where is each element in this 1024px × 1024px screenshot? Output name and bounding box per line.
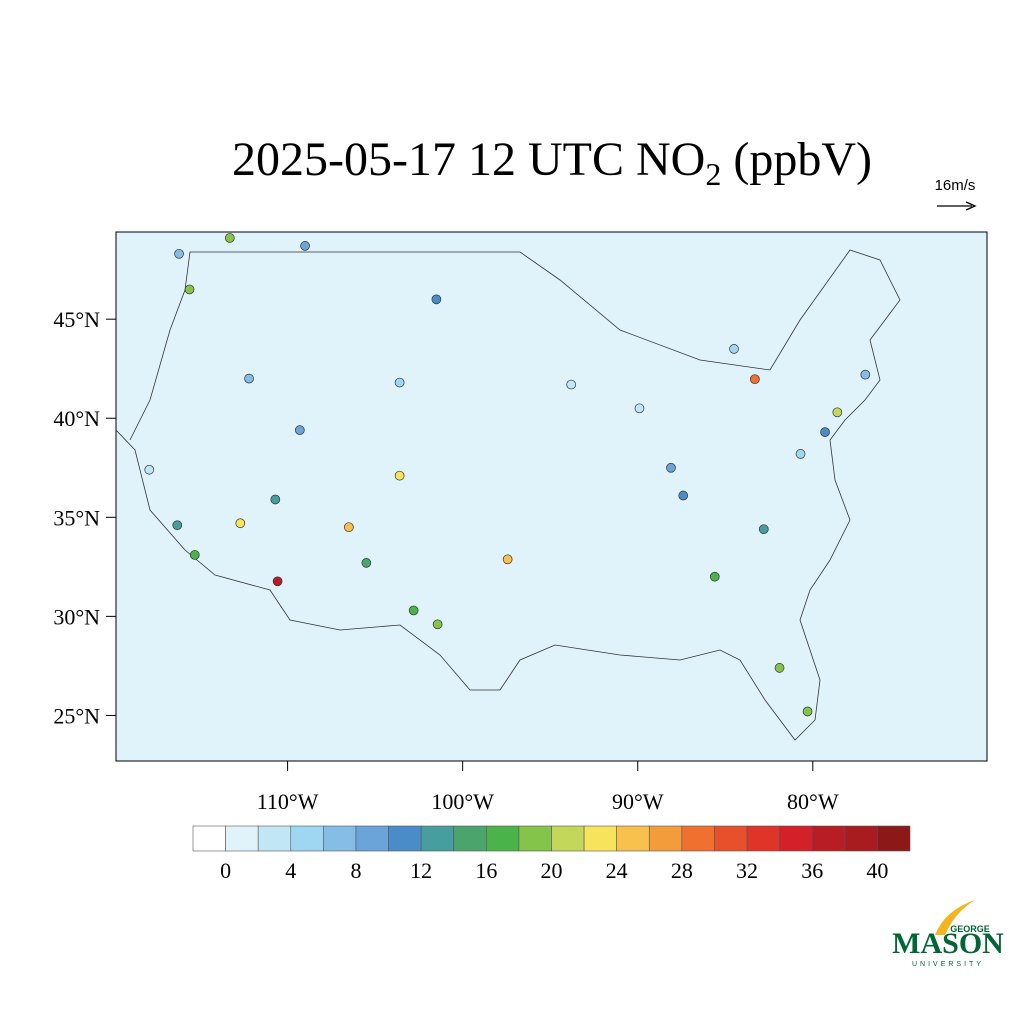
colorbar-box xyxy=(714,825,748,852)
station xyxy=(795,449,806,459)
station xyxy=(272,576,283,587)
colorbar-box xyxy=(844,825,878,852)
colorbar-label: 40 xyxy=(866,858,888,883)
colorbar-box xyxy=(257,825,292,852)
station xyxy=(235,518,246,529)
title-subscript: 2 xyxy=(705,156,721,192)
station xyxy=(394,377,405,388)
logo-top: GEORGE xyxy=(950,924,990,934)
colorbar-box xyxy=(388,825,422,852)
station xyxy=(860,369,871,380)
colorbar-label: 8 xyxy=(350,858,361,883)
y-tick-label: 30°N xyxy=(53,604,100,629)
colorbar-label: 12 xyxy=(410,858,432,883)
x-tick-label: 100°W xyxy=(431,789,494,814)
x-tick-label: 90°W xyxy=(612,789,664,814)
station xyxy=(832,407,843,418)
station xyxy=(432,619,443,630)
station xyxy=(184,284,195,295)
reference-vector-label: 16m/s xyxy=(935,177,976,194)
station xyxy=(750,374,760,385)
station xyxy=(774,663,785,673)
colorbar-box xyxy=(648,825,683,852)
station xyxy=(729,344,739,354)
reference-vector xyxy=(937,201,977,211)
colorbar-box xyxy=(453,825,487,852)
station xyxy=(344,522,354,533)
colorbar-label: 20 xyxy=(541,858,563,883)
station xyxy=(634,403,645,414)
map-frame xyxy=(115,231,988,762)
station xyxy=(408,605,419,616)
station xyxy=(144,464,155,475)
station xyxy=(300,241,310,251)
colorbar-box xyxy=(225,825,259,852)
colorbar-box xyxy=(681,825,715,852)
colorbar-box xyxy=(811,825,846,852)
y-tick-label: 25°N xyxy=(53,703,100,728)
x-tick-label: 80°W xyxy=(787,789,839,814)
colorbar-box xyxy=(518,825,552,852)
title-text: 2025-05-17 12 UTC NO xyxy=(232,133,705,186)
colorbar-box xyxy=(877,825,911,852)
station xyxy=(758,524,769,535)
logo-bottom: UNIVERSITY xyxy=(912,961,984,968)
title-text: (ppbV) xyxy=(721,133,872,186)
station xyxy=(189,550,200,560)
station xyxy=(270,494,281,505)
station xyxy=(174,248,184,259)
colorbar-box xyxy=(746,825,780,852)
y-tick-label: 35°N xyxy=(53,505,100,530)
colorbar-label: 32 xyxy=(736,858,758,883)
colorbar-box xyxy=(551,825,585,852)
station xyxy=(802,706,813,717)
station xyxy=(394,470,405,481)
colorbar-box xyxy=(486,825,520,852)
colorbar-box xyxy=(420,825,455,852)
colorbar-label: 36 xyxy=(801,858,823,883)
station xyxy=(361,558,372,568)
colorbar-box xyxy=(355,825,389,852)
colorbar-box xyxy=(290,825,324,852)
y-tick-label: 40°N xyxy=(53,406,100,431)
x-tick-label: 110°W xyxy=(257,789,319,814)
station xyxy=(431,294,442,305)
colorbar-label: 0 xyxy=(220,858,231,883)
title: 2025-05-17 12 UTC NO2 (ppbV) xyxy=(232,133,872,192)
colorbar-box xyxy=(323,825,357,852)
colorbar-box xyxy=(192,825,226,852)
station xyxy=(502,554,513,565)
colorbar-box xyxy=(779,825,813,852)
station xyxy=(566,379,577,390)
station xyxy=(172,520,183,531)
logo-main: MASON xyxy=(892,927,1004,960)
station xyxy=(244,373,254,384)
colorbar-label: 4 xyxy=(285,858,296,883)
station xyxy=(666,462,676,473)
colorbar-label: 24 xyxy=(606,858,628,883)
logo: GEORGE MASON UNIVERSITY xyxy=(892,900,1004,968)
colorbar-label: 16 xyxy=(475,858,497,883)
station xyxy=(294,425,305,435)
coastline xyxy=(115,249,901,741)
colorbar-box xyxy=(616,825,650,852)
station xyxy=(224,233,235,243)
y-tick-label: 45°N xyxy=(53,307,100,332)
colorbar-box xyxy=(583,825,617,852)
station xyxy=(820,427,830,437)
colorbar-label: 28 xyxy=(671,858,693,883)
station xyxy=(709,571,720,582)
station xyxy=(678,490,689,501)
